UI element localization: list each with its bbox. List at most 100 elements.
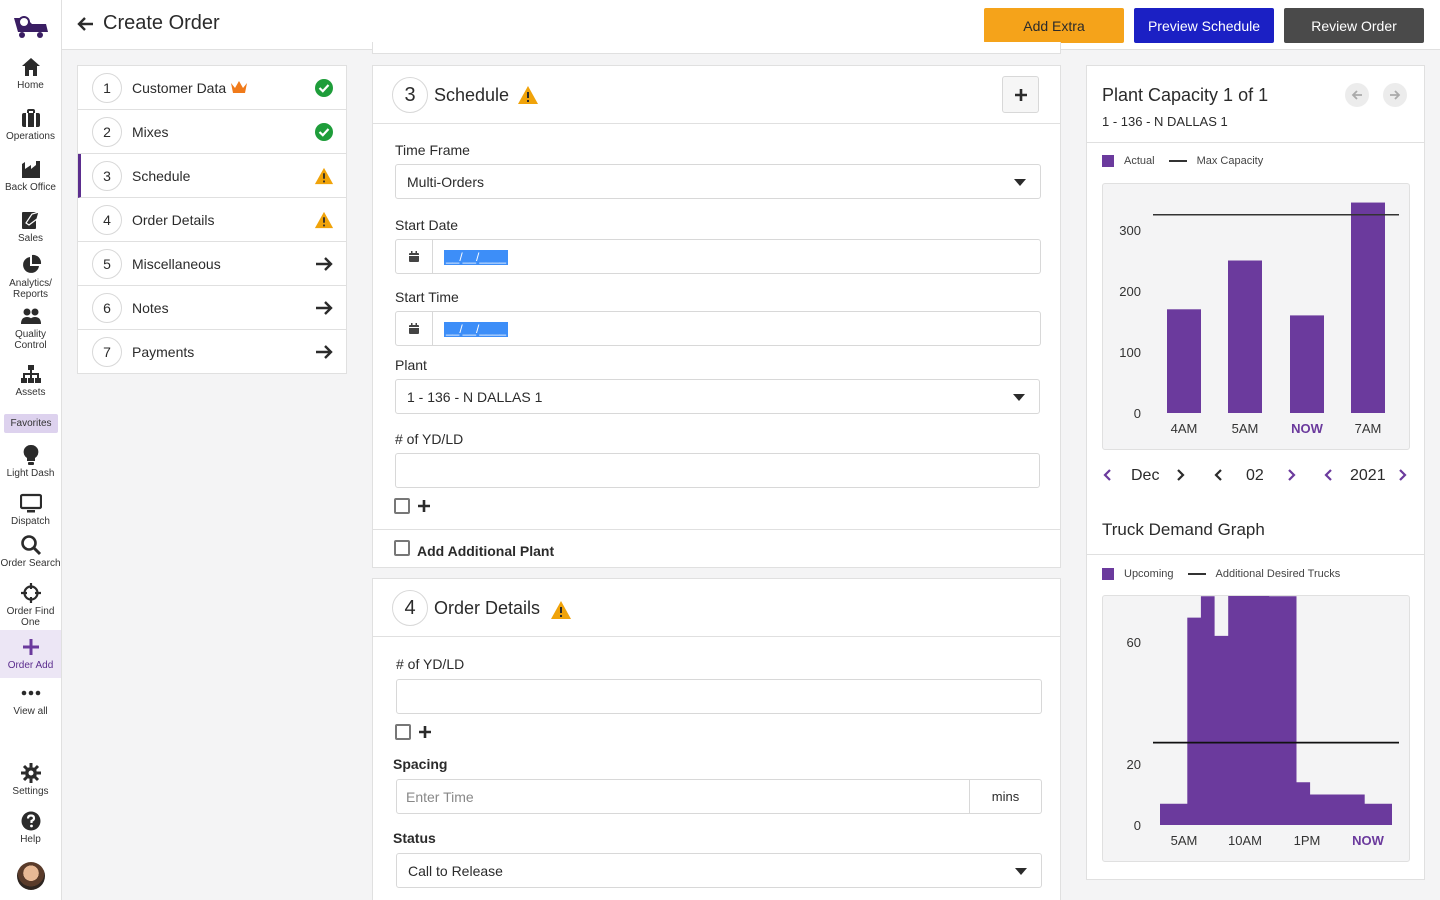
yd-ld-input[interactable] bbox=[395, 453, 1040, 488]
prev-month-icon[interactable] bbox=[1102, 468, 1112, 482]
nav-item-view-all[interactable]: View all bbox=[0, 682, 61, 717]
step-order-details[interactable]: 4 Order Details bbox=[78, 198, 346, 242]
back-arrow-icon[interactable] bbox=[76, 14, 96, 34]
step-mixes[interactable]: 2 Mixes bbox=[78, 110, 346, 154]
home-icon bbox=[21, 58, 40, 76]
spacing-unit: mins bbox=[969, 780, 1041, 813]
step-number: 2 bbox=[92, 116, 122, 147]
nav-item-settings[interactable]: Settings bbox=[0, 762, 61, 797]
ellipsis-icon bbox=[21, 690, 40, 696]
time-frame-select[interactable]: Multi-Orders bbox=[395, 164, 1041, 199]
prev-year-icon[interactable] bbox=[1323, 468, 1333, 482]
divider bbox=[1087, 142, 1424, 143]
nav-item-label: Operations bbox=[6, 131, 55, 142]
step-label: Mixes bbox=[132, 123, 169, 140]
step-customer-data[interactable]: 1 Customer Data bbox=[78, 66, 346, 110]
nav-item-label: Settings bbox=[12, 786, 49, 797]
y-tick-label: 200 bbox=[1119, 284, 1141, 299]
status-label: Status bbox=[393, 830, 436, 846]
preview-schedule-button[interactable]: Preview Schedule bbox=[1134, 8, 1274, 43]
calendar-icon bbox=[409, 322, 419, 334]
nav-item-light-dash[interactable]: Light Dash bbox=[0, 444, 61, 479]
nav-item-order-add[interactable]: Order Add bbox=[0, 630, 61, 678]
review-order-button[interactable]: Review Order bbox=[1284, 8, 1424, 43]
add-plant-checkbox[interactable] bbox=[394, 540, 410, 556]
prev-day-icon[interactable] bbox=[1213, 468, 1223, 482]
top-header: Create Order Add Extra Preview Schedule … bbox=[62, 0, 1440, 50]
yd-ld-input[interactable] bbox=[396, 679, 1042, 714]
nav-item-back-office[interactable]: Back Office bbox=[0, 158, 61, 193]
nav-item-dispatch[interactable]: Dispatch bbox=[0, 492, 61, 527]
legend-swatch-actual bbox=[1102, 155, 1114, 167]
next-day-icon[interactable] bbox=[1287, 468, 1297, 482]
caret-down-icon bbox=[1015, 868, 1027, 875]
previous-plant-button[interactable] bbox=[1345, 83, 1369, 107]
plant-capacity-chart-svg: 0 100 200 300 4AM 5AM NOW 7AM bbox=[1119, 202, 1399, 436]
capacity-bar bbox=[1351, 202, 1385, 413]
next-year-icon[interactable] bbox=[1398, 468, 1408, 482]
arrow-right-icon bbox=[316, 300, 333, 315]
plant-value: 1 - 136 - N DALLAS 1 bbox=[407, 388, 543, 405]
users-icon bbox=[20, 308, 41, 324]
step-schedule[interactable]: 3 Schedule bbox=[78, 154, 346, 198]
x-tick-label: 5AM bbox=[1232, 421, 1259, 436]
start-time-field[interactable]: __/__/____ bbox=[395, 311, 1041, 346]
warning-icon bbox=[314, 211, 334, 228]
legend-additional-trucks: Additional Desired Trucks bbox=[1215, 568, 1341, 580]
nav-item-order-find-one[interactable]: Order Find One bbox=[0, 582, 61, 628]
nav-item-label: Order Add bbox=[7, 660, 54, 671]
order-details-header: 4 Order Details bbox=[373, 579, 1060, 637]
status-value: Call to Release bbox=[408, 862, 503, 879]
yd-ld-checkbox[interactable] bbox=[394, 498, 410, 514]
nav-item-order-search[interactable]: Order Search bbox=[0, 534, 61, 569]
crosshair-icon bbox=[20, 583, 41, 603]
next-month-icon[interactable] bbox=[1176, 468, 1186, 482]
step-label: Payments bbox=[132, 344, 195, 360]
status-select[interactable]: Call to Release bbox=[396, 853, 1042, 888]
plus-icon[interactable] bbox=[418, 725, 432, 739]
step-notes[interactable]: 6 Notes bbox=[78, 286, 346, 330]
pie-chart-icon bbox=[22, 254, 41, 273]
caret-down-icon bbox=[1014, 179, 1026, 186]
nav-item-home[interactable]: Home bbox=[0, 56, 61, 91]
nav-item-operations[interactable]: Operations bbox=[0, 107, 61, 142]
yd-ld-checkbox[interactable] bbox=[395, 724, 411, 740]
yd-ld-label: # of YD/LD bbox=[396, 656, 465, 672]
arrow-right-icon bbox=[1390, 90, 1401, 100]
nav-item-analytics-reports[interactable]: Analytics/ Reports bbox=[0, 254, 61, 300]
step-number: 6 bbox=[92, 292, 122, 323]
spacing-input[interactable]: Enter Time mins bbox=[396, 779, 1042, 814]
section-title: Order Details bbox=[434, 598, 541, 618]
logo-icon[interactable] bbox=[12, 12, 50, 40]
favorites-label: Favorites bbox=[4, 414, 58, 433]
add-schedule-button[interactable] bbox=[1002, 76, 1039, 113]
legend-actual: Actual bbox=[1124, 155, 1155, 167]
add-extra-button[interactable]: Add Extra bbox=[984, 8, 1124, 43]
plus-icon[interactable] bbox=[417, 499, 431, 513]
plant-select[interactable]: 1 - 136 - N DALLAS 1 bbox=[395, 379, 1040, 414]
step-label: Schedule bbox=[132, 167, 191, 184]
nav-item-sales[interactable]: Sales bbox=[0, 209, 61, 244]
step-payments[interactable]: 7 Payments bbox=[78, 330, 346, 374]
nav-item-label: Assets bbox=[15, 387, 46, 398]
y-tick-label: 60 bbox=[1127, 635, 1141, 650]
step-miscellaneous[interactable]: 5 Miscellaneous bbox=[78, 242, 346, 286]
warning-icon bbox=[518, 86, 538, 104]
next-plant-button[interactable] bbox=[1383, 83, 1407, 107]
calendar-button[interactable] bbox=[396, 240, 433, 273]
nav-item-quality-control[interactable]: Quality Control bbox=[0, 305, 61, 351]
step-label: Customer Data bbox=[132, 79, 227, 96]
calendar-button[interactable] bbox=[396, 312, 433, 345]
year-value: 2021 bbox=[1350, 467, 1386, 484]
check-circle-icon bbox=[315, 122, 333, 141]
search-icon bbox=[20, 535, 41, 556]
step-label: Notes bbox=[132, 299, 169, 316]
nav-item-label: Dispatch bbox=[11, 516, 50, 527]
avatar[interactable] bbox=[17, 862, 45, 890]
upcoming-area bbox=[1160, 596, 1392, 825]
start-date-label: Start Date bbox=[395, 217, 459, 233]
nav-item-help[interactable]: Help bbox=[0, 810, 61, 845]
start-date-field[interactable]: __/__/____ bbox=[395, 239, 1041, 274]
nav-item-assets[interactable]: Assets bbox=[0, 363, 61, 398]
capacity-panel: Plant Capacity 1 of 1 1 - 136 - N DALLAS… bbox=[1086, 65, 1425, 880]
